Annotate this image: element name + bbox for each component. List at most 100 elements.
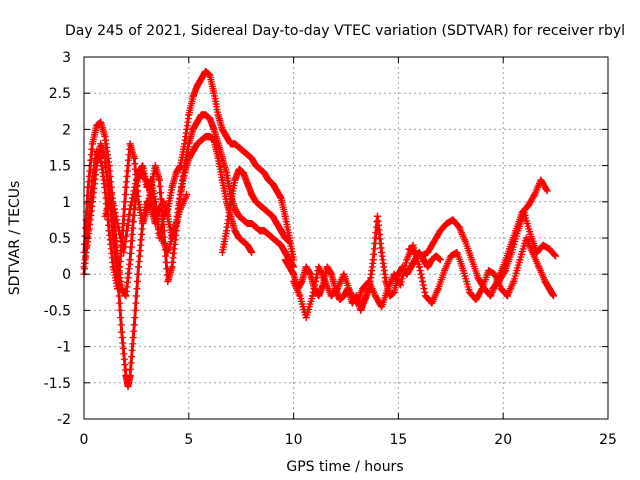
series-segment [380, 252, 388, 282]
y-tick-label: 0 [62, 267, 71, 283]
series-segment [220, 179, 229, 203]
series-segment [275, 222, 283, 232]
y-tick-label: -1.5 [44, 376, 71, 392]
series-segment [417, 266, 428, 297]
series-segment [145, 201, 153, 210]
series-segment [539, 179, 549, 192]
y-tick-label: 0.5 [49, 231, 71, 247]
y-tick-label: 2 [62, 122, 71, 138]
series-segment [178, 143, 187, 166]
series-segment [531, 251, 541, 268]
series-segment [216, 158, 224, 181]
series-segment [191, 121, 199, 131]
series-segment [124, 259, 132, 297]
series-segment [103, 158, 111, 195]
series-segment [464, 241, 474, 261]
series-segment [191, 85, 199, 98]
series-segment [187, 128, 195, 145]
series-segment [195, 77, 203, 87]
series-segment [537, 266, 547, 283]
series-segment [246, 183, 254, 196]
series-segment [120, 187, 128, 246]
x-tick-label: 10 [285, 432, 303, 448]
series-segment [284, 236, 291, 243]
y-tick-label: 1.5 [49, 159, 71, 175]
series-segment [292, 280, 302, 297]
y-tick-label: -1 [57, 340, 71, 356]
series-segment [283, 215, 291, 239]
series-segment [225, 135, 233, 145]
series-segment [371, 216, 379, 260]
series-segment [220, 157, 228, 174]
series-segment [288, 266, 295, 275]
series-segment [250, 157, 258, 167]
ticks: 0 5 10 15 20 25 -2 -1.5 -1 -0.5 0 0.5 1 1.5 2 2.5 3 [44, 50, 617, 448]
series-segment [132, 266, 140, 325]
series-segment [82, 237, 90, 268]
series-segment [283, 251, 291, 261]
series-segment [426, 258, 434, 268]
series-segment [543, 280, 551, 290]
series-segment [461, 270, 472, 293]
series-segment [166, 266, 174, 282]
series-segment [455, 251, 465, 272]
series-segment [275, 190, 283, 199]
x-tick-label: 20 [494, 432, 512, 448]
series-segment [304, 295, 314, 319]
series-segment [128, 143, 136, 159]
series-segment [271, 182, 279, 192]
series-segment [375, 216, 384, 253]
series-segment [317, 266, 327, 283]
series-segment [279, 197, 287, 217]
y-tick-label: 2.5 [49, 86, 71, 102]
series-segment [430, 288, 440, 304]
series-segment [329, 273, 337, 290]
x-axis-label: GPS time / hours [286, 459, 403, 475]
series-segment [147, 187, 157, 217]
series-segment [162, 201, 170, 217]
x-tick-label: 0 [80, 432, 89, 448]
series-segment [241, 172, 249, 185]
series-sat-h [428, 234, 558, 307]
series-segment [195, 114, 203, 123]
series-segment [90, 125, 99, 145]
series-segment [229, 215, 237, 232]
series-segment [99, 143, 107, 159]
series-segment [497, 269, 507, 283]
series-segment [166, 187, 174, 210]
series-segment [330, 287, 339, 297]
series-segment [457, 226, 467, 243]
series-segment [170, 172, 178, 188]
series-sat-i [489, 209, 560, 293]
series-segment [262, 172, 270, 181]
series-segment [510, 230, 520, 253]
series-segment [172, 208, 182, 232]
series-segment [524, 237, 534, 254]
y-tick-label: 1 [62, 195, 71, 211]
series-segment [283, 258, 291, 268]
series-segment [166, 230, 176, 253]
series-segment [86, 201, 94, 239]
chart-title: Day 245 of 2021, Sidereal Day-to-day VTE… [65, 23, 625, 39]
y-tick-label: -0.5 [44, 303, 71, 319]
series-sat-j [101, 169, 191, 256]
series-segment [512, 259, 522, 282]
series-segment [212, 92, 220, 116]
series-segment [124, 143, 132, 188]
y-tick-label: -2 [57, 412, 71, 428]
series-segment [90, 165, 99, 202]
series-segment [128, 324, 136, 376]
series-segment [522, 212, 532, 235]
series-segment [116, 274, 124, 333]
series-segment [208, 117, 216, 130]
series-segment [363, 288, 371, 301]
series-segment [503, 251, 514, 272]
series-segment [250, 193, 258, 203]
series-segment [137, 223, 145, 268]
series-segment [128, 208, 136, 260]
series-segment [191, 143, 199, 152]
series-segment [128, 179, 138, 210]
series-segment [279, 230, 287, 239]
series-segment [174, 164, 182, 174]
series-segment [208, 74, 216, 94]
